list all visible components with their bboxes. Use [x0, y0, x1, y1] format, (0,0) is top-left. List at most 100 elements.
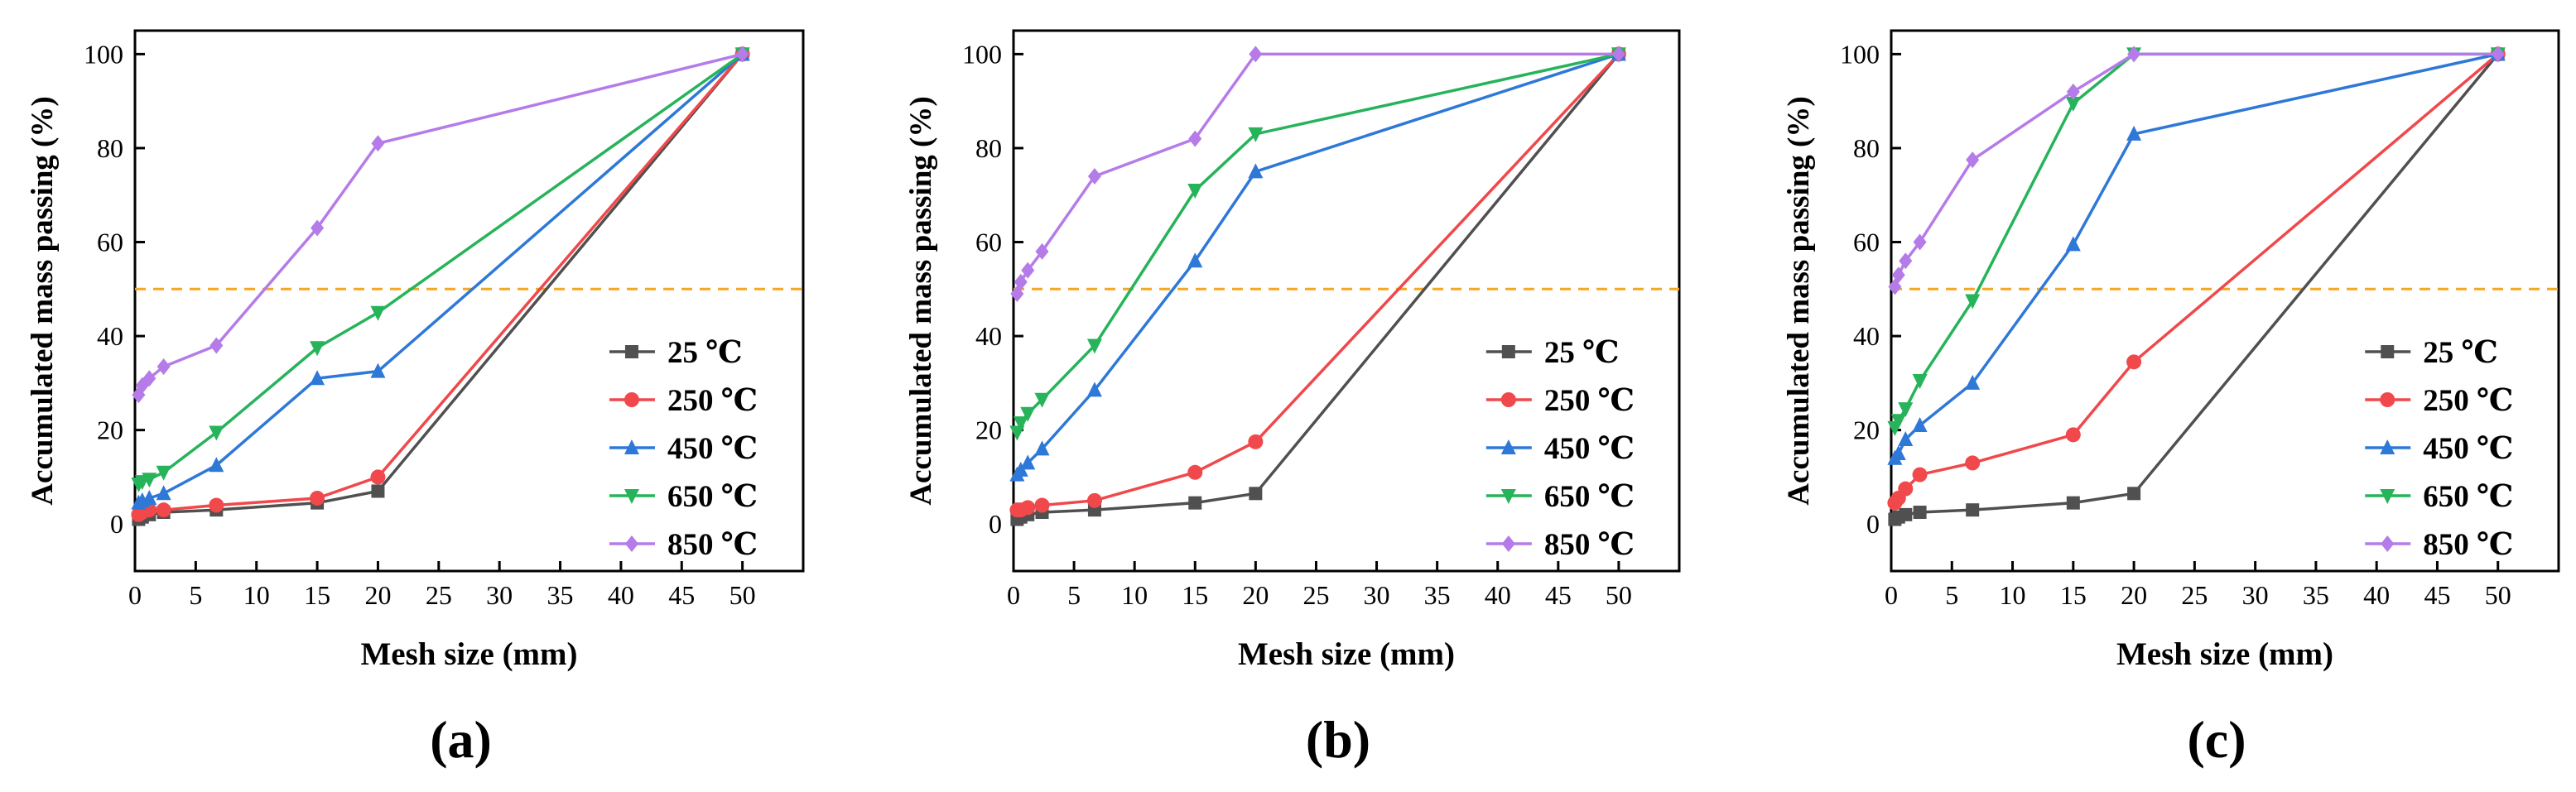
x-tick-label: 5	[1067, 580, 1081, 610]
data-point-series-1	[2065, 427, 2081, 443]
series-line-2	[1894, 52, 2499, 459]
legend-marker-1	[624, 392, 639, 407]
data-point-series-3	[310, 341, 325, 357]
x-tick-label: 45	[668, 580, 695, 610]
legend-marker-4	[2381, 535, 2395, 552]
y-tick-label: 100	[1840, 39, 1880, 69]
legend-label-1: 250 ℃	[1544, 384, 1635, 418]
data-point-series-4	[1035, 242, 1049, 260]
y-tick-label: 60	[97, 228, 123, 257]
data-point-series-1	[1187, 464, 1203, 480]
data-point-series-2	[1965, 374, 1981, 390]
y-tick-label: 80	[97, 133, 123, 163]
panel-label: (c)	[2187, 710, 2246, 769]
series-line-2	[1016, 52, 1620, 476]
data-point-series-1	[2126, 354, 2142, 370]
x-tick-label: 30	[1364, 580, 1390, 610]
series-line-1	[1017, 53, 1620, 511]
data-point-series-4	[735, 46, 749, 63]
legend-marker-3	[624, 489, 639, 504]
data-point-series-0	[1188, 496, 1202, 510]
data-point-series-1	[1020, 500, 1036, 516]
data-point-series-4	[2066, 83, 2080, 100]
x-tick-label: 0	[1885, 580, 1898, 610]
data-point-series-2	[1187, 252, 1203, 268]
data-point-series-1	[1086, 492, 1102, 508]
legend-label-0: 25 ℃	[667, 336, 743, 370]
x-tick-label: 30	[486, 580, 513, 610]
x-tick-label: 15	[2060, 580, 2087, 610]
series-line-4	[137, 52, 744, 396]
x-axis-label: Mesh size (mm)	[2116, 636, 2333, 672]
data-point-series-2	[310, 370, 325, 386]
x-tick-label: 50	[729, 580, 756, 610]
y-tick-label: 60	[1853, 228, 1880, 257]
data-point-series-3	[2065, 97, 2081, 113]
data-point-series-4	[142, 370, 156, 387]
data-point-series-2	[142, 489, 157, 505]
x-tick-label: 0	[1007, 580, 1020, 610]
y-tick-label: 20	[97, 415, 123, 445]
data-point-series-4	[1913, 233, 1927, 251]
x-tick-label: 45	[2424, 580, 2450, 610]
y-tick-label: 0	[1866, 509, 1880, 539]
legend-label-1: 250 ℃	[2423, 384, 2513, 418]
x-tick-label: 0	[128, 580, 142, 610]
x-tick-label: 5	[189, 580, 202, 610]
data-point-series-4	[1014, 273, 1028, 290]
chart-panel-a: 0 5 10 15 20 25 30 35 40 45 50 0 20 40 60 80 100 25 ℃ 250 …	[26, 29, 805, 769]
data-point-series-3	[156, 465, 171, 481]
x-tick-label: 10	[1121, 580, 1148, 610]
data-point-series-4	[371, 135, 385, 152]
data-point-series-2	[1898, 431, 1914, 447]
data-point-series-2	[1912, 416, 1928, 432]
y-tick-label: 80	[975, 133, 1002, 163]
data-point-series-1	[1034, 497, 1050, 513]
data-point-series-0	[2066, 496, 2080, 510]
data-point-series-1	[1248, 434, 1264, 449]
data-point-series-3	[1034, 392, 1050, 408]
data-point-series-2	[2065, 236, 2081, 252]
x-tick-label: 10	[243, 580, 270, 610]
data-point-series-4	[2127, 46, 2141, 63]
y-tick-label: 0	[989, 509, 1002, 539]
data-point-series-1	[156, 502, 171, 518]
legend-marker-1	[1500, 392, 1516, 407]
x-tick-label: 20	[364, 580, 391, 610]
plot-frame	[133, 29, 805, 573]
x-tick-label: 40	[2363, 580, 2390, 610]
x-tick-label: 20	[2121, 580, 2147, 610]
series-line-4	[1015, 52, 1619, 295]
x-tick-label: 30	[2242, 580, 2269, 610]
plot-frame	[1012, 29, 1681, 573]
chart-panel-c: 0 5 10 15 20 25 30 35 40 45 50 0 20 40 60 80 100 25 ℃ 250 …	[1782, 29, 2560, 769]
data-point-series-4	[209, 337, 224, 354]
data-point-series-3	[370, 305, 386, 321]
data-point-series-1	[1912, 467, 1928, 482]
y-tick-label: 0	[110, 509, 123, 539]
y-tick-label: 40	[975, 321, 1002, 351]
data-point-series-3	[1912, 374, 1928, 390]
legend-label-3: 650 ℃	[667, 480, 758, 514]
x-axis-label: Mesh size (mm)	[360, 636, 577, 672]
legend-label-4: 850 ℃	[2423, 528, 2513, 562]
data-point-series-2	[156, 485, 171, 501]
chart-panel-b: 0 5 10 15 20 25 30 35 40 45 50 0 20 40 60 80 100 25 ℃ 250 …	[904, 29, 1681, 769]
data-point-series-0	[1913, 506, 1927, 520]
series-line-3	[1893, 52, 2498, 429]
data-point-series-0	[1249, 487, 1263, 501]
data-point-series-0	[371, 484, 385, 498]
legend-marker-0	[1501, 345, 1515, 358]
x-tick-label: 45	[1545, 580, 1572, 610]
series-line-0	[137, 53, 744, 521]
data-point-series-4	[311, 219, 325, 237]
series-line-2	[137, 53, 744, 505]
y-tick-label: 100	[962, 39, 1002, 69]
data-point-series-2	[1020, 454, 1036, 470]
legend-marker-4	[1501, 535, 1515, 552]
x-tick-label: 50	[1606, 580, 1632, 610]
data-point-series-1	[1898, 481, 1914, 497]
data-point-series-0	[1899, 507, 1913, 521]
panel-label: (b)	[1306, 710, 1370, 769]
legend-label-4: 850 ℃	[667, 528, 758, 562]
